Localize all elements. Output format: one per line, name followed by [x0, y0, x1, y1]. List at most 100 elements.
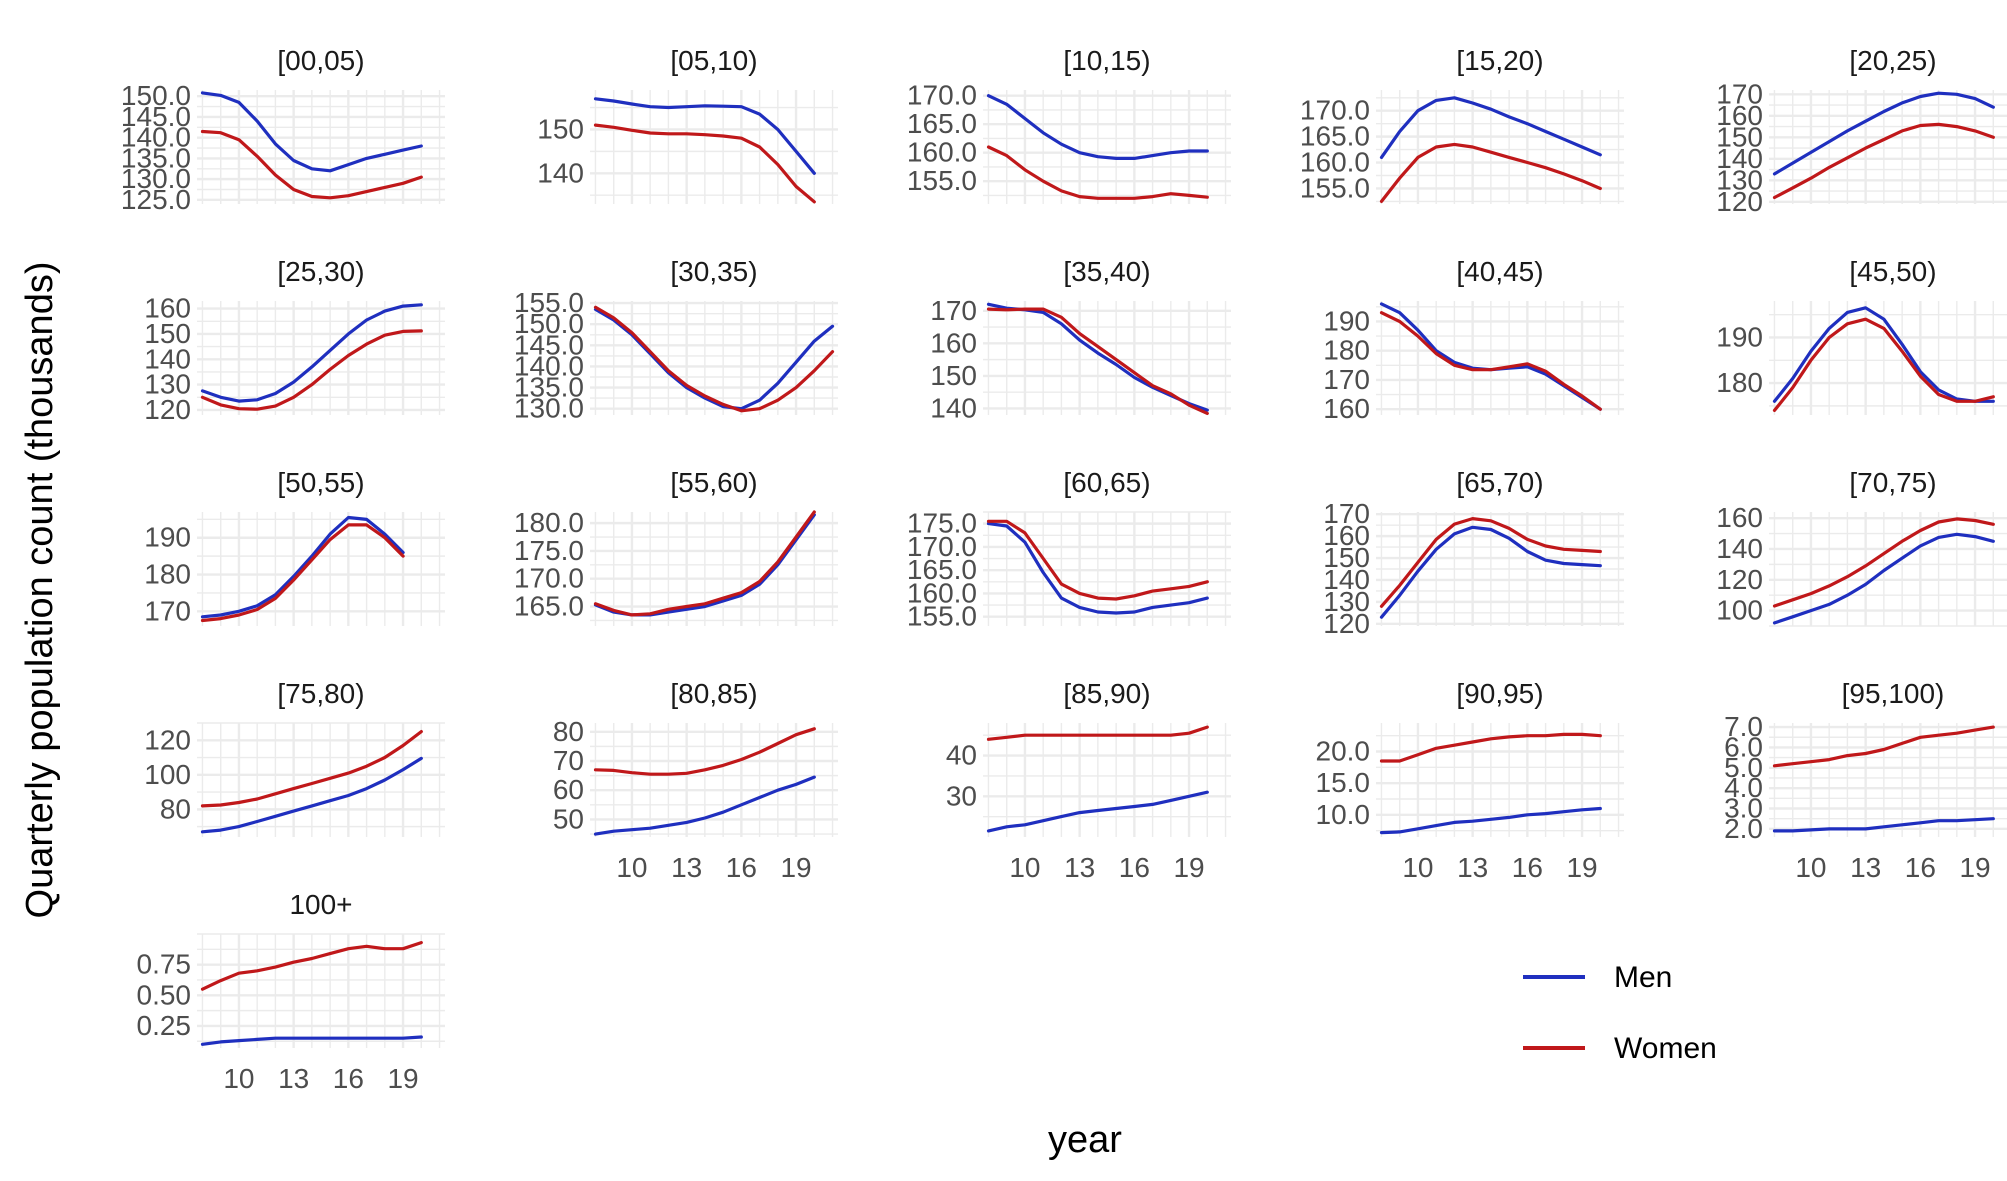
series-line-men	[200, 756, 423, 834]
panel-title: [35,40)	[1063, 256, 1150, 287]
y-tick-label: 150.0	[121, 80, 191, 111]
y-tick-label: 160.0	[907, 137, 977, 168]
y-tick-label: 130	[1716, 164, 1763, 195]
x-tick-label: 10	[223, 1063, 254, 1094]
series-line-women	[986, 725, 1209, 741]
x-tick-label: 19	[1173, 852, 1204, 883]
y-tick-label: 120	[144, 394, 191, 425]
panel-title: [80,85)	[670, 678, 757, 709]
y-tick-label: 40	[946, 740, 977, 771]
y-tick-label: 120	[1323, 608, 1370, 639]
y-tick-label: 160	[1716, 502, 1763, 533]
panel: 100+ 0.250.500.75 10 13 16 19	[137, 889, 445, 1094]
y-tick-label: 150	[537, 113, 584, 144]
x-tick-label: 13	[278, 1063, 309, 1094]
y-tick-label: 150	[1323, 542, 1370, 573]
y-tick-label: 140	[144, 343, 191, 374]
y-tick-label: 7.0	[1724, 711, 1763, 742]
y-tick-label: 190	[144, 522, 191, 553]
x-tick-label: 13	[1850, 852, 1881, 883]
panel: [05,10) 140 150	[537, 45, 838, 204]
legend-label-men: Men	[1614, 961, 1672, 994]
y-tick-label: 155.0	[907, 601, 977, 632]
panel-title: [15,20)	[1456, 45, 1543, 76]
y-tick-label: 5.0	[1724, 752, 1763, 783]
y-tick-label: 80	[553, 716, 584, 747]
y-tick-label: 15.0	[1316, 767, 1371, 798]
y-tick-label: 175.0	[907, 508, 977, 539]
y-tick-label: 30	[946, 780, 977, 811]
panel-title: [55,60)	[670, 467, 757, 498]
y-tick-label: 0.50	[137, 979, 192, 1010]
y-tick-label: 145.0	[121, 101, 191, 132]
y-tick-label: 165.0	[514, 591, 584, 622]
panel: [50,55) 170 180 190	[144, 467, 445, 626]
series-line-men	[1379, 96, 1602, 159]
y-tick-label: 135.0	[121, 142, 191, 173]
series-line-women	[200, 729, 423, 808]
x-tick-label: 16	[333, 1063, 364, 1094]
series-line-men	[1772, 306, 1995, 403]
x-tick-label: 16	[1512, 852, 1543, 883]
series-line-men	[593, 97, 816, 175]
panel-title: [95,100)	[1842, 678, 1945, 709]
panel-title: [45,50)	[1849, 256, 1936, 287]
x-tick-label: 19	[1566, 852, 1597, 883]
y-tick-label: 160	[930, 327, 977, 358]
y-tick-label: 120	[144, 724, 191, 755]
series-line-men	[986, 521, 1209, 615]
series-line-women	[1379, 142, 1602, 203]
series-line-women	[200, 523, 405, 623]
y-tick-label: 50	[553, 803, 584, 834]
panel-title: [90,95)	[1456, 678, 1543, 709]
y-tick-label: 150	[144, 318, 191, 349]
y-tick-label: 130.0	[121, 163, 191, 194]
series-line-men	[1379, 525, 1602, 619]
panel-title: [70,75)	[1849, 467, 1936, 498]
series-line-men	[1379, 806, 1602, 835]
x-axis-title: year	[1048, 1119, 1122, 1161]
x-tick-label: 13	[671, 852, 702, 883]
y-tick-label: 0.75	[137, 949, 192, 980]
panel-title: [00,05)	[277, 45, 364, 76]
series-line-women	[200, 129, 423, 200]
y-tick-label: 170	[1323, 364, 1370, 395]
series-line-women	[1772, 517, 1995, 608]
panel: [95,100) 2.03.04.05.06.07.0 10 13 16 19	[1724, 678, 2007, 883]
y-tick-label: 100	[1716, 595, 1763, 626]
series-line-men	[1772, 532, 1995, 625]
series-line-women	[593, 727, 816, 776]
x-tick-label: 16	[726, 852, 757, 883]
y-tick-label: 180	[1716, 367, 1763, 398]
series-line-women	[593, 123, 816, 204]
x-tick-label: 19	[387, 1063, 418, 1094]
y-tick-label: 150.0	[514, 308, 584, 339]
y-tick-label: 180	[144, 559, 191, 590]
series-line-men	[986, 790, 1209, 833]
y-tick-label: 170.0	[1300, 95, 1370, 126]
panel-title: [60,65)	[1063, 467, 1150, 498]
y-tick-label: 165.0	[907, 108, 977, 139]
y-tick-label: 0.25	[137, 1010, 192, 1041]
y-tick-label: 125.0	[121, 184, 191, 215]
y-tick-label: 170.0	[907, 80, 977, 111]
y-tick-label: 170	[930, 295, 977, 326]
x-tick-label: 19	[1959, 852, 1990, 883]
series-line-women	[1772, 122, 1995, 200]
series-line-men	[986, 94, 1209, 160]
y-tick-label: 160.0	[1300, 147, 1370, 178]
y-tick-label: 140	[1716, 533, 1763, 564]
panel: [45,50) 180 190	[1716, 256, 2007, 415]
y-tick-label: 155.0	[1300, 172, 1370, 203]
series-line-women	[200, 940, 423, 991]
y-tick-label: 160	[1716, 100, 1763, 131]
x-tick-label: 10	[616, 852, 647, 883]
y-tick-label: 160	[144, 293, 191, 324]
y-tick-label: 2.0	[1724, 813, 1763, 844]
y-tick-label: 6.0	[1724, 731, 1763, 762]
